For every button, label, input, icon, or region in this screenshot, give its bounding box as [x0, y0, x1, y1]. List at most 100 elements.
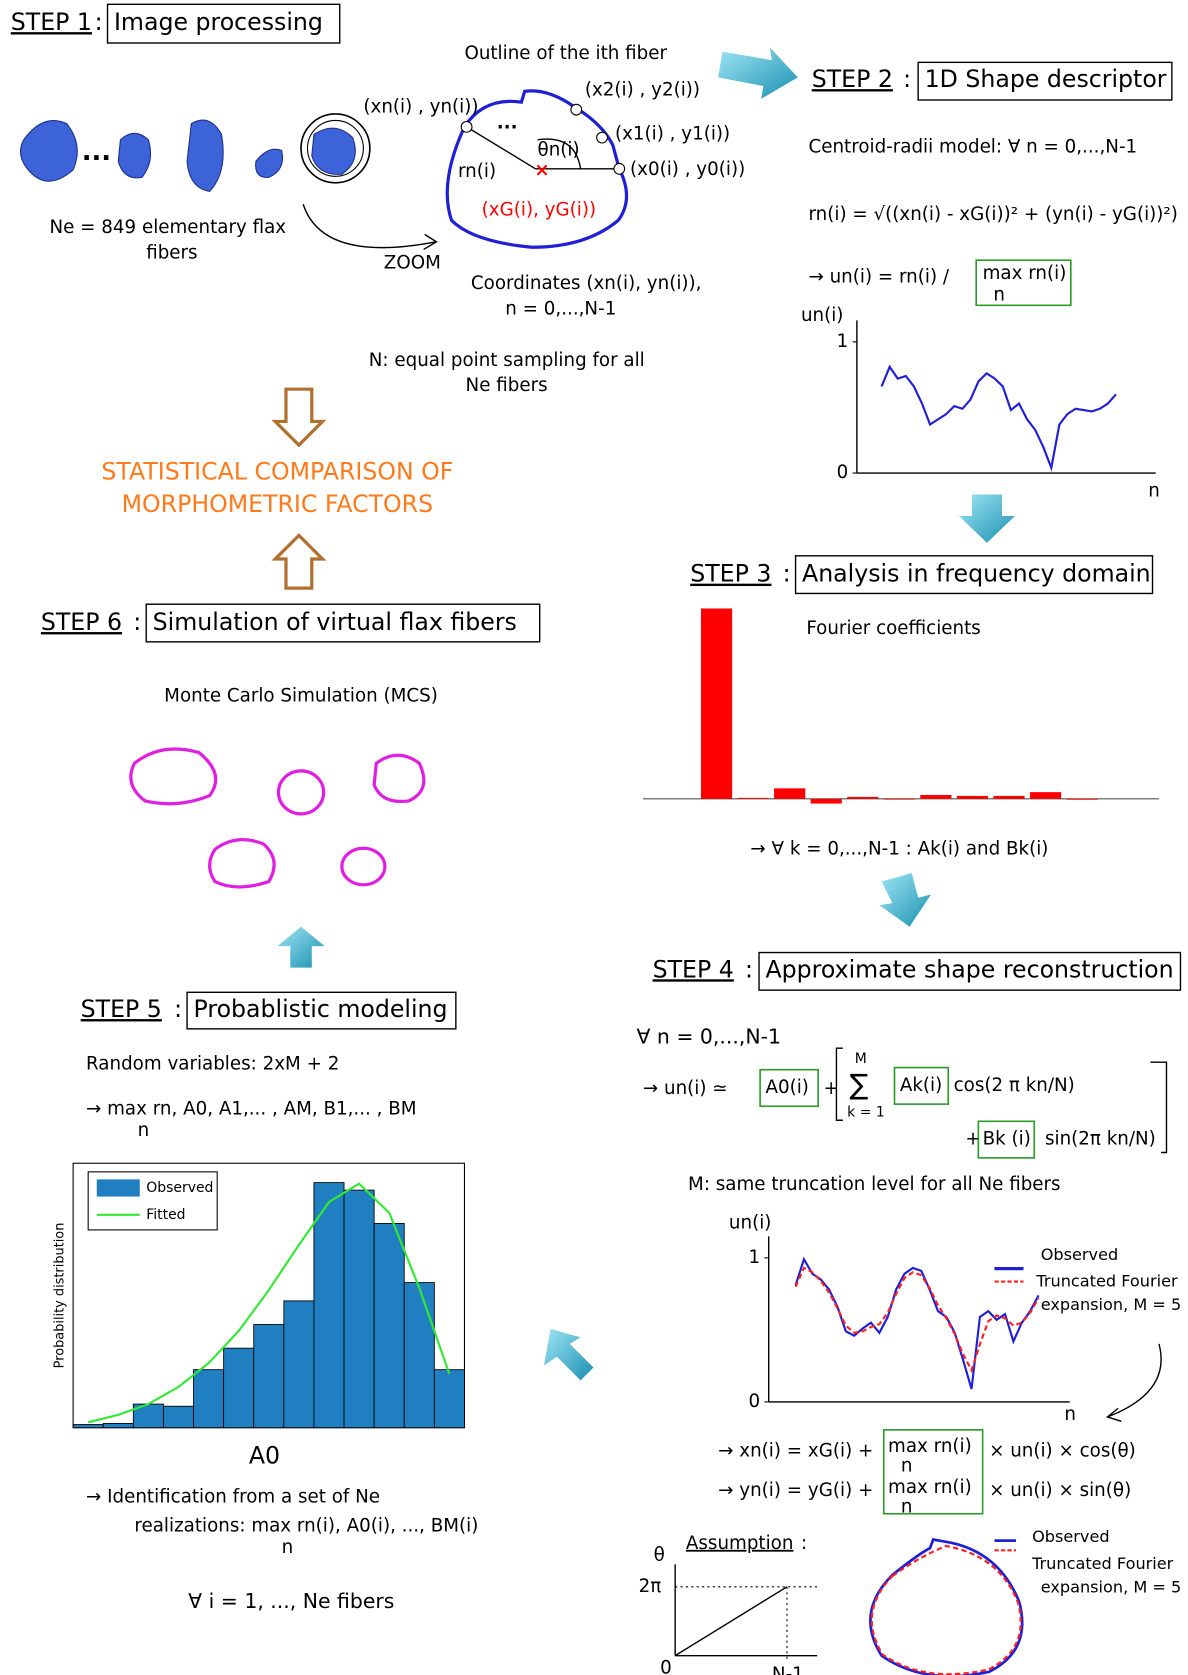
fourier-bar — [738, 798, 769, 799]
fiber-count: fibers — [146, 243, 197, 264]
histogram-bar — [404, 1283, 434, 1428]
legend-label: expansion, M = 5 — [1041, 1577, 1182, 1596]
step-title: Approximate shape reconstruction — [765, 955, 1173, 983]
two-pi-label: 2π — [639, 1576, 662, 1597]
orange-arrow — [275, 535, 322, 588]
method: Monte Carlo Simulation (MCS) — [164, 686, 438, 707]
workflow-diagram: STEP 1 : Image processing ... Ne = 849 e… — [0, 0, 1188, 1675]
max-sub: n — [901, 1455, 913, 1476]
step-label: STEP 4 — [653, 955, 734, 983]
max-radius: max rn(i) — [888, 1477, 972, 1498]
histogram-bar — [434, 1370, 464, 1428]
max-sub: n — [901, 1496, 913, 1517]
signal-line — [796, 1268, 1039, 1370]
zoom-arrow — [303, 204, 435, 247]
zoom-label: ZOOM — [384, 252, 441, 273]
theta-label: θ — [654, 1545, 665, 1566]
legend-label: Fitted — [146, 1207, 185, 1223]
histogram-bar — [163, 1406, 193, 1428]
y-formula: → yn(i) = yG(i) + — [718, 1480, 873, 1501]
centroid-label: (xG(i), yG(i)) — [482, 200, 596, 221]
signal-line — [882, 367, 1116, 468]
max-radius: max rn(i) — [888, 1436, 972, 1457]
histogram-bar — [73, 1425, 103, 1428]
step-label: STEP 1 — [11, 8, 92, 36]
radius-label: rn(i) — [458, 161, 496, 182]
y-axis-label: un(i) — [801, 305, 843, 326]
histogram-bar — [344, 1190, 374, 1428]
orange-arrow — [275, 389, 322, 445]
coefficient-bk: Bk (i) — [983, 1129, 1031, 1150]
y-tick-label: 1 — [837, 331, 849, 352]
fourier-bar — [1067, 799, 1098, 800]
variable-list-sub: n — [138, 1120, 150, 1141]
coordinates: n = 0,...,N-1 — [505, 299, 616, 320]
assumption-axes — [675, 1564, 817, 1661]
x-axis-label: n — [1064, 1404, 1076, 1425]
x-axis-label: n — [1148, 480, 1160, 501]
step-label: STEP 6 — [41, 608, 122, 636]
variables: Random variables: 2xM + 2 — [86, 1053, 339, 1074]
x-tail: × un(i) × cos(θ) — [989, 1440, 1136, 1461]
sine-term: sin(2π kn/N) — [1045, 1129, 1156, 1150]
step-label: STEP 5 — [81, 995, 162, 1023]
fourier-bar — [884, 799, 915, 800]
ellipsis: ... — [82, 137, 111, 167]
step-title: Analysis in frequency domain — [802, 560, 1151, 588]
legend-label: Truncated Fourier — [1031, 1554, 1174, 1573]
normalization-max: max rn(i) — [983, 263, 1067, 284]
fourier-bar — [1030, 792, 1061, 799]
sampling: N: equal point sampling for all — [369, 350, 645, 371]
centroid-mark: × — [534, 160, 549, 181]
identification: → Identification from a set of Ne — [86, 1487, 380, 1508]
caption: Fourier coefficients — [806, 618, 980, 639]
point-label: (xn(i) , yn(i)) — [363, 97, 478, 118]
step-title: Simulation of virtual flax fibers — [153, 608, 517, 636]
radius-formula: rn(i) = √((xn(i) - xG(i))² + (yn(i) - yG… — [808, 204, 1177, 225]
cosine-term: cos(2 π kn/N) — [954, 1075, 1075, 1096]
normalization: → un(i) = rn(i) / — [808, 266, 949, 287]
fourier-bar — [811, 799, 842, 804]
sum-symbol: ∑ — [849, 1068, 868, 1101]
histogram-bar — [284, 1301, 314, 1428]
separator: : — [174, 995, 182, 1023]
coefficient-result: → ∀ k = 0,...,N-1 : Ak(i) and Bk(i) — [750, 838, 1048, 859]
teal-arrow — [959, 495, 1015, 543]
separator: : — [783, 560, 791, 588]
simulated-fibers — [131, 749, 424, 887]
y-tick-label: 0 — [837, 462, 849, 483]
comparison: STATISTICAL COMPARISON OF — [101, 458, 453, 486]
y-axis-label: un(i) — [729, 1212, 771, 1233]
truncation: M: same truncation level for all Ne fibe… — [688, 1174, 1061, 1195]
outline-caption: Outline of the ith fiber — [464, 43, 667, 64]
point-label: (x1(i) , y1(i)) — [615, 123, 730, 144]
histogram-bar — [374, 1223, 404, 1427]
assumption: Assumption — [686, 1533, 793, 1554]
histogram-bar — [254, 1325, 284, 1428]
separator: : — [903, 65, 911, 93]
model: Centroid-radii model: ∀ n = 0,...,N-1 — [808, 136, 1137, 157]
legend-swatch — [97, 1179, 140, 1196]
legend-label: Observed — [146, 1180, 213, 1196]
coefficient-a0: A0(i) — [765, 1077, 808, 1098]
teal-arrow — [718, 47, 798, 99]
n-end-label: N-1 — [772, 1664, 804, 1675]
origin-label: 0 — [660, 1658, 672, 1675]
signal-line — [796, 1259, 1039, 1389]
fourier-bar — [847, 797, 878, 799]
sum-bottom: k = 1 — [847, 1105, 885, 1121]
variable-list: → max rn, A0, A1,... , AM, B1,... , BM — [86, 1098, 417, 1119]
step-title: Image processing — [114, 8, 323, 36]
comparison: MORPHOMETRIC FACTORS — [122, 490, 433, 518]
fourier-bar — [957, 796, 988, 799]
point-label: (x0(i) , y0(i)) — [630, 159, 745, 180]
histogram-bar — [224, 1348, 254, 1428]
fourier-bar — [701, 609, 732, 799]
coordinates: Coordinates (xn(i), yn(i)), — [471, 273, 702, 294]
histogram-bar — [103, 1423, 133, 1427]
step-title: Probablistic modeling — [194, 995, 448, 1023]
separator: : — [133, 608, 141, 636]
series-lhs: → un(i) ≃ — [643, 1078, 728, 1099]
